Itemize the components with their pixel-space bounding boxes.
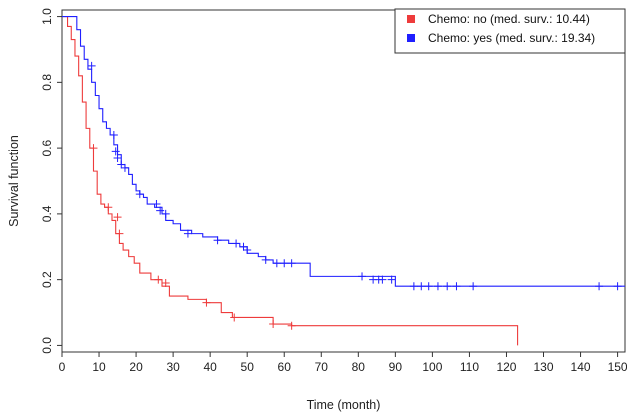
censor-mark bbox=[213, 236, 222, 245]
censor-mark bbox=[269, 320, 278, 329]
censor-mark bbox=[280, 259, 289, 268]
y-tick-label: 1.0 bbox=[40, 8, 54, 25]
x-tick-label: 100 bbox=[422, 360, 442, 374]
x-tick-label: 130 bbox=[533, 360, 553, 374]
censor-mark bbox=[109, 130, 118, 139]
series-layer bbox=[62, 16, 625, 346]
censor-mark bbox=[135, 190, 144, 199]
censor-marks bbox=[87, 61, 622, 330]
censor-mark bbox=[287, 259, 296, 268]
x-tick-label: 10 bbox=[92, 360, 106, 374]
censor-mark bbox=[202, 298, 211, 307]
legend-swatch-chemo-no bbox=[407, 15, 415, 23]
censor-mark bbox=[87, 61, 96, 70]
series-line-chemo-yes bbox=[62, 16, 625, 287]
x-tick-label: 70 bbox=[315, 360, 329, 374]
x-tick-label: 0 bbox=[59, 360, 66, 374]
legend-box bbox=[394, 8, 626, 54]
x-tick-label: 90 bbox=[389, 360, 403, 374]
censor-mark bbox=[272, 259, 281, 268]
censor-mark bbox=[232, 239, 241, 248]
censor-mark bbox=[120, 163, 129, 172]
censor-mark bbox=[117, 160, 126, 169]
censor-mark bbox=[89, 144, 98, 153]
y-tick-label: 0.0 bbox=[40, 337, 54, 354]
censor-mark bbox=[230, 313, 239, 322]
censor-mark bbox=[183, 229, 192, 238]
x-tick-label: 120 bbox=[496, 360, 516, 374]
censor-mark bbox=[452, 282, 461, 291]
y-tick-label: 0.6 bbox=[40, 139, 54, 156]
censor-mark bbox=[443, 282, 452, 291]
censor-mark bbox=[113, 153, 122, 162]
censor-mark bbox=[387, 275, 396, 284]
x-axis-title: Time (month) bbox=[307, 398, 381, 412]
y-tick-label: 0.2 bbox=[40, 271, 54, 288]
x-axis: 0 10 20 30 40 50 60 70 80 90 100 110 120 130 140 150 bbox=[59, 352, 627, 374]
censor-mark bbox=[104, 203, 113, 212]
censor-mark bbox=[161, 278, 170, 287]
x-tick-label: 30 bbox=[166, 360, 180, 374]
x-tick-label: 60 bbox=[278, 360, 292, 374]
y-axis: 0.0 0.2 0.4 0.6 0.8 1.0 bbox=[40, 8, 62, 354]
censor-mark bbox=[424, 282, 433, 291]
censor-mark bbox=[595, 282, 604, 291]
x-tick-label: 40 bbox=[203, 360, 217, 374]
censor-mark bbox=[243, 246, 252, 255]
x-tick-label: 110 bbox=[460, 360, 479, 374]
x-tick-label: 140 bbox=[571, 360, 591, 374]
y-axis-title: Survival function bbox=[7, 135, 21, 227]
censor-mark bbox=[358, 272, 367, 281]
censor-mark bbox=[433, 282, 442, 291]
censor-mark bbox=[409, 282, 418, 291]
censor-mark bbox=[115, 229, 124, 238]
x-tick-label: 20 bbox=[129, 360, 143, 374]
x-tick-label: 80 bbox=[352, 360, 366, 374]
x-tick-label: 150 bbox=[608, 360, 627, 374]
censor-mark bbox=[378, 275, 387, 284]
censor-mark bbox=[113, 213, 122, 222]
censor-mark bbox=[613, 282, 622, 291]
censor-mark bbox=[261, 255, 270, 264]
legend-swatch-chemo-yes bbox=[407, 34, 415, 42]
series-line-chemo-no bbox=[62, 16, 519, 346]
censor-mark bbox=[239, 242, 248, 251]
legend-label-chemo-yes: Chemo: yes (med. surv.: 19.34) bbox=[428, 31, 595, 45]
censor-mark bbox=[154, 275, 163, 284]
x-tick-label: 50 bbox=[241, 360, 255, 374]
plot-frame bbox=[61, 9, 626, 353]
censor-mark bbox=[156, 206, 165, 215]
censor-mark bbox=[111, 147, 120, 156]
censor-mark bbox=[152, 200, 161, 209]
legend-label-chemo-no: Chemo: no (med. surv.: 10.44) bbox=[428, 12, 590, 26]
censor-mark bbox=[417, 282, 426, 291]
y-tick-label: 0.4 bbox=[40, 205, 54, 222]
censor-mark bbox=[287, 321, 296, 330]
legend: Chemo: no (med. surv.: 10.44) Chemo: yes… bbox=[394, 8, 626, 54]
censor-mark bbox=[469, 282, 478, 291]
censor-mark bbox=[161, 209, 170, 218]
y-tick-label: 0.8 bbox=[40, 74, 54, 91]
